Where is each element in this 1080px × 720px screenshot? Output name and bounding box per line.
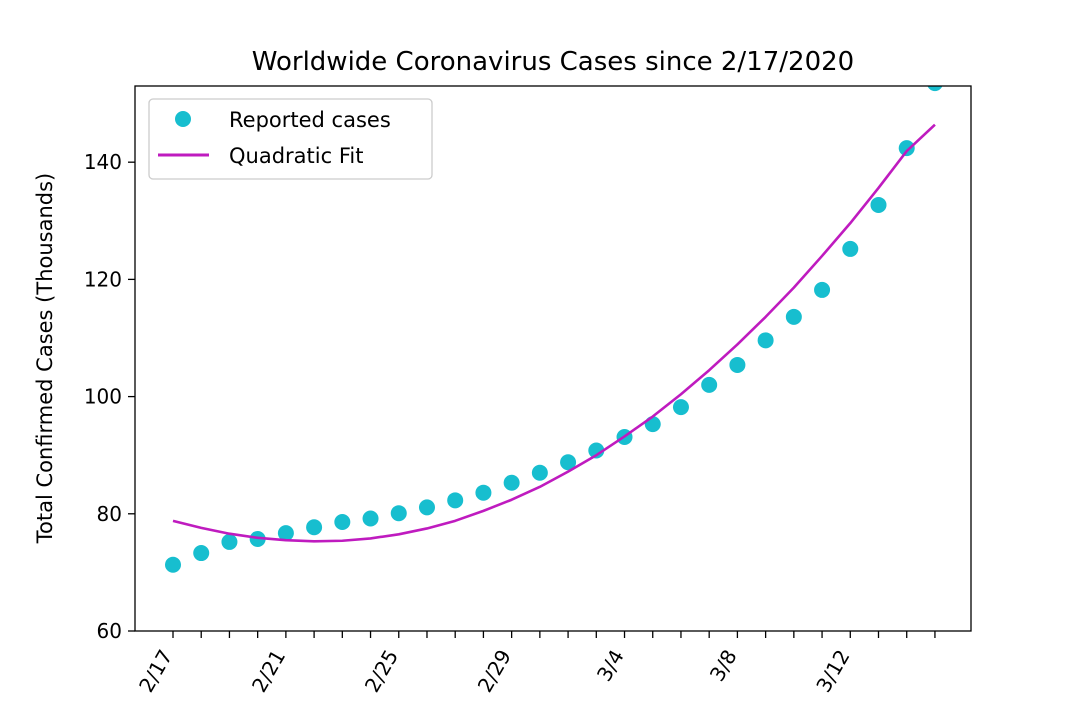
reported-case-point: [475, 484, 492, 501]
reported-case-point: [870, 196, 887, 213]
reported-case-point: [418, 499, 435, 516]
y-tick-label: 60: [97, 619, 122, 643]
reported-case-point: [729, 356, 746, 373]
x-tick-label: 3/4: [592, 646, 629, 686]
reported-case-point: [814, 281, 831, 298]
x-tick-label: 2/29: [473, 646, 516, 697]
x-tick-label: 3/8: [705, 646, 742, 686]
reported-case-point: [334, 514, 351, 530]
reported-case-point: [306, 519, 323, 536]
y-tick-label: 80: [97, 502, 122, 526]
x-tick-label: 2/17: [134, 646, 177, 697]
reported-case-point: [588, 442, 605, 459]
legend-reported-cases-label: Reported cases: [229, 108, 391, 132]
reported-case-point: [927, 86, 943, 92]
y-tick-label: 100: [84, 385, 122, 409]
legend-quadratic-fit-label: Quadratic Fit: [229, 144, 363, 168]
plot-frame: [134, 85, 972, 632]
y-tick-label: 120: [84, 267, 122, 291]
reported-case-point: [842, 240, 859, 257]
reported-case-point: [193, 545, 210, 562]
reported-case-point: [701, 376, 718, 393]
reported-case-point: [165, 556, 181, 573]
reported-case-point: [785, 308, 802, 325]
reported-case-point: [531, 464, 548, 481]
data-layer: [165, 86, 943, 573]
x-tick-label: 3/12: [811, 646, 854, 697]
y-tick-label: 140: [84, 150, 122, 174]
reported-case-point: [560, 454, 577, 471]
x-tick-label: 2/21: [247, 646, 290, 697]
legend: Reported cases Quadratic Fit: [148, 98, 433, 180]
x-tick-label: 2/25: [360, 646, 403, 697]
reported-case-point: [390, 505, 407, 522]
chart-title: Worldwide Coronavirus Cases since 2/17/2…: [252, 47, 854, 77]
reported-case-point: [503, 474, 520, 491]
reported-case-point: [757, 332, 774, 349]
reported-case-point: [447, 492, 464, 509]
reported-case-point: [644, 416, 661, 433]
quadratic-fit-line: [172, 123, 936, 543]
legend-box: [148, 98, 433, 180]
legend-reported-cases-marker: [175, 111, 191, 127]
reported-case-point: [362, 510, 379, 527]
reported-case-point: [672, 399, 689, 416]
reported-case-point: [277, 525, 294, 542]
y-axis-label: Total Confirmed Cases (Thousands): [33, 173, 57, 545]
reported-case-point: [898, 140, 915, 157]
reported-case-point: [221, 533, 238, 550]
